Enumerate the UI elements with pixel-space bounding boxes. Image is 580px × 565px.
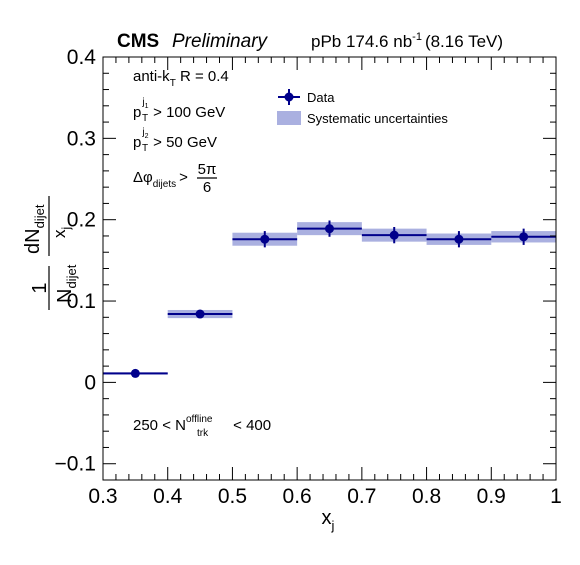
- y-tick-label: 0.2: [67, 209, 96, 232]
- delta-phi-cut: Δφdijets > 5π 6: [133, 161, 217, 196]
- x-tick-label: 0.9: [477, 485, 506, 508]
- x-tick-label: 0.5: [218, 485, 247, 508]
- y-tick-label: 0.4: [67, 46, 97, 69]
- leading-pt-cut: pj1 T > 100 GeV: [133, 97, 225, 124]
- preliminary-label: Preliminary: [172, 31, 269, 52]
- data-point: [519, 232, 529, 242]
- legend-syst-swatch: [277, 111, 301, 125]
- subleading-pt-cut: pj2 T > 50 GeV: [133, 127, 217, 154]
- systematic-boxes: [103, 222, 556, 375]
- svg-text:xj: xj: [50, 227, 73, 238]
- x-tick-label: 0.6: [283, 485, 312, 508]
- x-tick-label: 0.3: [88, 485, 117, 508]
- svg-text:Δφdijets>: Δφdijets >: [133, 169, 188, 190]
- axes: 0.3 0.4 0.5 0.6 0.7 0.8 0.9 1 −0.1 0 0.1 0.2 0.3 0.4: [55, 46, 562, 508]
- svg-text:dNdijet: dNdijet: [22, 204, 47, 254]
- y-tick-label: 0.3: [67, 127, 96, 150]
- luminosity-value: pPb 174.6 nb: [311, 32, 412, 51]
- legend: Data Systematic uncertainties: [277, 89, 448, 126]
- legend-syst-label: Systematic uncertainties: [307, 111, 448, 126]
- data-point: [130, 368, 140, 378]
- y-axis-title: 1 Ndijet dNdijet xj: [22, 196, 79, 310]
- data-point: [325, 224, 334, 234]
- multiplicity-range: 250 < Noffline trk < 400: [133, 414, 271, 439]
- data-point: [454, 234, 464, 244]
- luminosity-unit-exponent: -1: [412, 31, 422, 43]
- luminosity-label: pPb 174.6 nb-1 (8.16 TeV): [311, 31, 503, 51]
- data-points: [103, 220, 556, 378]
- jet-algorithm-label: anti-kT R = 0.4: [133, 68, 229, 89]
- y-tick-label: 0.1: [67, 290, 96, 313]
- legend-data-label: Data: [307, 90, 335, 105]
- experiment-label: CMS: [117, 31, 159, 52]
- legend-data-marker: [278, 89, 300, 105]
- x-axis-title: xj: [322, 507, 335, 533]
- data-point: [260, 234, 270, 244]
- data-point: [389, 230, 399, 240]
- y-tick-label: −0.1: [55, 453, 96, 476]
- x-tick-label: 0.7: [347, 485, 376, 508]
- x-tick-label: 1: [550, 485, 562, 508]
- svg-text:5π: 5π: [198, 161, 217, 178]
- svg-text:1: 1: [29, 282, 51, 293]
- data-point: [195, 309, 205, 319]
- x-tick-label: 0.8: [412, 485, 441, 508]
- svg-text:6: 6: [203, 179, 211, 196]
- svg-text:Ndijet: Ndijet: [54, 264, 79, 303]
- y-tick-label: 0: [84, 371, 96, 394]
- collision-energy: (8.16 TeV): [425, 32, 503, 51]
- x-tick-label: 0.4: [153, 485, 183, 508]
